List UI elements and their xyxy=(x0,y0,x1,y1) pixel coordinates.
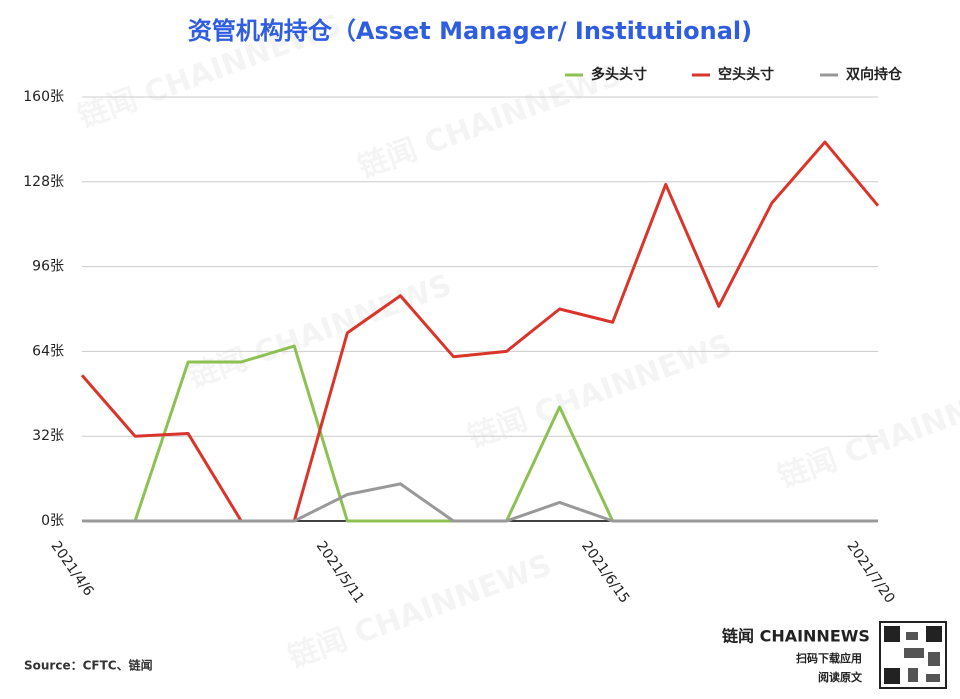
x-tick-label: 2021/5/11 xyxy=(313,538,367,606)
y-tick-label: 64张 xyxy=(32,343,64,359)
watermark: 链闻 CHAINNEWS xyxy=(184,268,457,396)
watermark: 链闻 CHAINNEWS xyxy=(354,58,627,186)
legend-label: 多头头寸 xyxy=(591,66,647,83)
series-line xyxy=(80,140,880,523)
chart-title: 资管机构持仓（Asset Manager/ Institutional) xyxy=(188,17,752,45)
x-tick-label: 2021/6/15 xyxy=(578,538,632,606)
y-tick-label: 0张 xyxy=(41,513,64,529)
source: Source：CFTC、链闻 xyxy=(24,658,153,673)
y-tick-label: 32张 xyxy=(32,428,64,444)
brand: 链闻 CHAINNEWS xyxy=(722,627,870,646)
y-tick-label: 96张 xyxy=(32,259,64,275)
y-tick-label: 160张 xyxy=(23,89,64,105)
series-line xyxy=(82,482,878,523)
x-tick-label: 2021/4/6 xyxy=(47,538,96,599)
brand-sub: 扫码下载应用 xyxy=(796,651,862,665)
y-tick-label: 128张 xyxy=(23,174,64,190)
qr-code xyxy=(879,621,947,689)
watermark: 链闻 CHAINNEWS xyxy=(774,368,960,496)
watermark: 链闻 CHAINNEWS xyxy=(284,548,557,676)
brand-sub: 阅读原文 xyxy=(818,670,863,684)
legend-label: 双向持仓 xyxy=(846,66,903,83)
x-tick-label: 2021/7/20 xyxy=(843,538,897,606)
legend-label: 空头头寸 xyxy=(718,66,774,83)
